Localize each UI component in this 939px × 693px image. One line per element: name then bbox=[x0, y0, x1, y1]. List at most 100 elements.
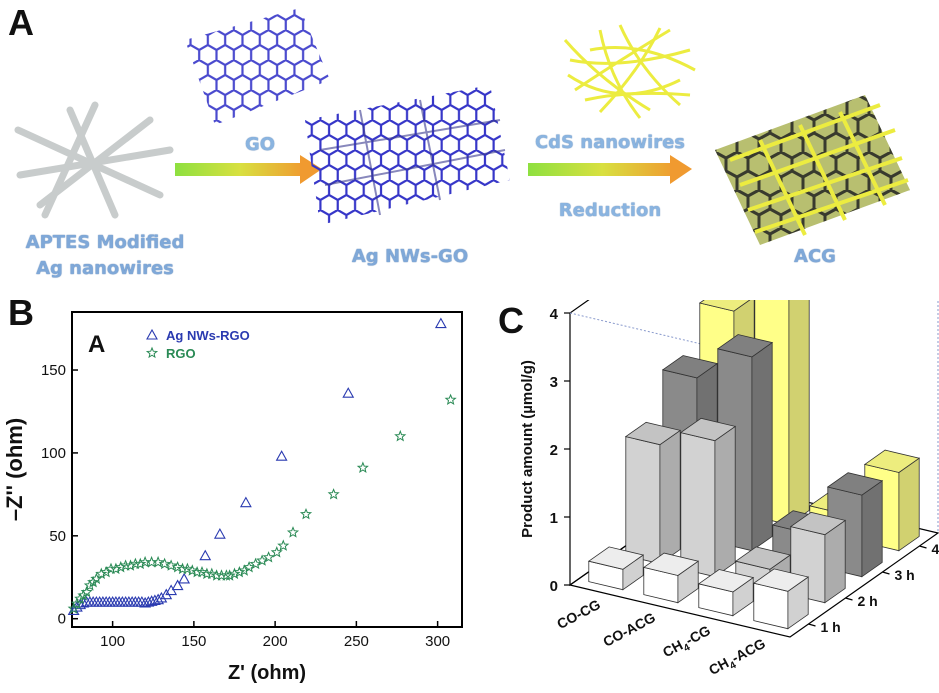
series-rgo bbox=[67, 393, 457, 614]
bar-side bbox=[714, 425, 736, 578]
z-tick-label: 0 bbox=[550, 578, 558, 595]
depth-label: 1 h bbox=[821, 619, 841, 635]
data-point bbox=[342, 387, 355, 398]
bar-co-cg-2h bbox=[624, 421, 682, 565]
category-label: CO-ACG bbox=[600, 609, 658, 650]
data-point bbox=[135, 595, 148, 607]
go-sheet-illustration bbox=[185, 8, 330, 125]
data-point bbox=[444, 393, 457, 405]
z-axis-label: Product amount (µmol/g) bbox=[519, 360, 536, 538]
mid-label: Ag NWs-GO bbox=[351, 246, 469, 267]
bar-co-acg-2h bbox=[679, 417, 737, 578]
bar-top bbox=[642, 552, 700, 576]
bar-top bbox=[752, 568, 810, 592]
data-point bbox=[83, 579, 96, 591]
x-tick-label: 200 bbox=[263, 633, 288, 650]
bar-ch4-cg-1h bbox=[697, 569, 755, 617]
data-point bbox=[275, 450, 288, 461]
bar-top bbox=[863, 449, 921, 473]
data-point bbox=[256, 554, 269, 566]
legend-marker bbox=[145, 346, 159, 359]
data-point bbox=[155, 591, 168, 603]
series-ag-nws-rgo bbox=[67, 317, 447, 615]
z-tick-label: 4 bbox=[550, 306, 559, 323]
panel-b-letter: B bbox=[8, 292, 34, 333]
data-point bbox=[195, 565, 209, 578]
depth-label: 4 h bbox=[932, 541, 939, 557]
y-tick-label: 100 bbox=[41, 445, 66, 462]
z-tick-label: 3 bbox=[550, 374, 558, 391]
data-point bbox=[199, 549, 212, 561]
z-tick-label: 2 bbox=[550, 442, 558, 459]
data-point bbox=[171, 579, 184, 591]
data-point bbox=[394, 429, 407, 442]
data-point bbox=[109, 562, 122, 575]
data-point bbox=[356, 461, 369, 474]
inner-panel-letter: A bbox=[88, 331, 105, 358]
bar-top bbox=[661, 355, 719, 379]
start-label-line1: APTES Modified bbox=[25, 232, 185, 253]
x-tick-label: 250 bbox=[344, 633, 369, 650]
y-tick-label: 50 bbox=[49, 528, 66, 545]
data-point bbox=[114, 560, 127, 573]
data-point bbox=[262, 551, 275, 563]
data-point bbox=[243, 560, 256, 573]
go-label: GO bbox=[244, 134, 276, 155]
bar-top bbox=[716, 334, 774, 358]
y-tick-label: 150 bbox=[41, 362, 66, 379]
depth-tick bbox=[919, 545, 927, 549]
bar-top bbox=[679, 417, 737, 442]
ag-nanowires-illustration bbox=[14, 101, 174, 219]
data-point bbox=[178, 572, 191, 584]
depth-label: 3 h bbox=[895, 567, 915, 583]
bar-top bbox=[624, 421, 682, 446]
data-point bbox=[152, 555, 165, 568]
data-point bbox=[238, 564, 251, 576]
data-point bbox=[67, 602, 80, 614]
data-point bbox=[228, 567, 241, 580]
data-point bbox=[171, 560, 184, 573]
data-point bbox=[134, 557, 147, 570]
x-tick-label: 150 bbox=[181, 633, 206, 650]
arrow-1 bbox=[175, 155, 322, 184]
bar-co-cg-1h bbox=[587, 546, 645, 591]
data-point bbox=[434, 317, 447, 329]
bar-side bbox=[861, 480, 883, 578]
data-point bbox=[80, 585, 93, 598]
data-point bbox=[124, 559, 137, 571]
data-point bbox=[239, 496, 252, 508]
ag-nws-go-illustration bbox=[305, 85, 510, 225]
data-point bbox=[158, 557, 171, 570]
depth-tick bbox=[808, 623, 816, 627]
end-label: ACG bbox=[794, 246, 836, 267]
category-label: CH4-ACG bbox=[706, 635, 770, 682]
bar-side bbox=[659, 429, 681, 565]
cds-label: CdS nanowires bbox=[534, 132, 686, 153]
data-point bbox=[233, 565, 246, 578]
data-point bbox=[286, 526, 300, 538]
data-point bbox=[95, 567, 108, 580]
reduction-label: Reduction bbox=[558, 200, 662, 221]
data-point bbox=[220, 569, 233, 581]
legend-label: RGO bbox=[166, 346, 196, 361]
bar-top bbox=[587, 546, 645, 570]
data-point bbox=[270, 546, 283, 558]
bar-top bbox=[789, 511, 847, 536]
nyquist-chart: 100 150 200 250 300 0 50 100 150 Z' (ohm) –Z'' (oh… bbox=[2, 311, 463, 684]
data-point bbox=[70, 597, 83, 609]
plot-frame bbox=[71, 311, 463, 628]
legend-marker bbox=[146, 328, 158, 340]
data-point bbox=[77, 589, 90, 601]
data-point bbox=[223, 569, 236, 581]
x-tick-label: 100 bbox=[100, 633, 125, 650]
bar-top bbox=[698, 300, 751, 312]
arrow-2 bbox=[528, 155, 692, 184]
category-label: CH4-CG bbox=[660, 622, 715, 664]
acg-illustration bbox=[715, 95, 910, 245]
data-point bbox=[90, 572, 103, 585]
data-point bbox=[181, 562, 194, 575]
y-tick-label: 0 bbox=[58, 611, 66, 628]
bar-side bbox=[788, 300, 810, 526]
data-point bbox=[213, 528, 226, 539]
